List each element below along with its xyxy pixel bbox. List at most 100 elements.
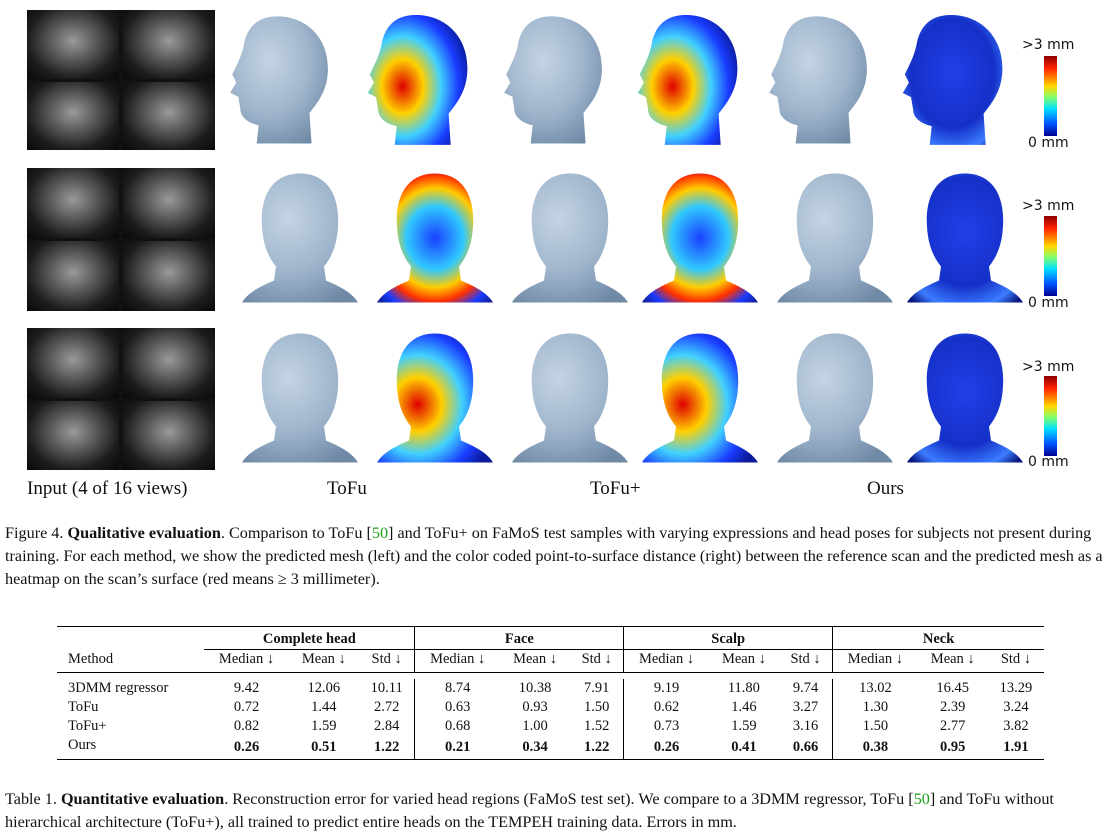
method-header: Method bbox=[68, 650, 114, 667]
value-cell: 11.80 bbox=[727, 680, 760, 696]
colorbar-max-label: >3 mm bbox=[1022, 359, 1075, 375]
value-cell: 1.50 bbox=[584, 699, 610, 715]
ours-mesh-row-3 bbox=[777, 333, 893, 463]
group-header: Complete head bbox=[204, 626, 415, 650]
input-view-image bbox=[123, 168, 215, 238]
tofu-mesh-row-3 bbox=[242, 333, 358, 463]
value-cell: 0.26 bbox=[623, 736, 709, 760]
table-row: ToFu+ 0.82 1.59 2.84 0.68 1.00 1.52 0.73… bbox=[57, 717, 1044, 736]
value-cell: 1.22 bbox=[373, 739, 400, 755]
tofu-plus-mesh-row-1 bbox=[504, 16, 602, 144]
colorbar-max-label: >3 mm bbox=[1022, 198, 1075, 214]
group-header: Face bbox=[414, 626, 624, 650]
value-cell: 3.82 bbox=[1003, 718, 1029, 734]
value-cell: 9.74 bbox=[792, 680, 819, 696]
value-cell: 0.63 bbox=[414, 698, 500, 717]
column-label-tofu: ToFu bbox=[327, 478, 367, 499]
method-cell: 3DMM regressor bbox=[68, 680, 169, 696]
value-cell: 7.91 bbox=[584, 680, 610, 696]
ours-mesh-row-2 bbox=[777, 173, 893, 303]
value-cell: 3.27 bbox=[792, 699, 819, 715]
figure-caption: Figure 4. Qualitative evaluation. Compar… bbox=[5, 522, 1109, 591]
value-cell: 1.91 bbox=[1003, 739, 1029, 755]
input-view-image bbox=[123, 328, 215, 398]
value-cell: 1.59 bbox=[731, 718, 757, 734]
input-view-image bbox=[27, 328, 119, 398]
column-header: Median ↓ bbox=[414, 649, 500, 673]
column-header: Std ↓ bbox=[581, 651, 612, 667]
table-row: 3DMM regressor 9.42 12.06 10.11 8.74 10.… bbox=[57, 679, 1044, 698]
column-header: Median ↓ bbox=[218, 651, 275, 667]
tofu-plus-heatmap-row-2 bbox=[642, 173, 758, 303]
input-view-image bbox=[123, 10, 215, 79]
value-cell: 8.74 bbox=[414, 679, 500, 698]
ours-heatmap-row-2 bbox=[907, 173, 1023, 303]
value-cell: 0.51 bbox=[311, 739, 337, 755]
value-cell: 1.46 bbox=[731, 699, 757, 715]
table-group-header-row: Complete head Face Scalp Neck bbox=[57, 626, 1044, 650]
column-header: Mean ↓ bbox=[930, 651, 975, 667]
value-cell: 0.34 bbox=[522, 739, 548, 755]
value-cell: 0.21 bbox=[414, 736, 500, 760]
value-cell: 13.02 bbox=[832, 679, 918, 698]
value-cell: 16.45 bbox=[936, 680, 970, 696]
input-view-image bbox=[123, 82, 215, 150]
ours-mesh-row-1 bbox=[769, 16, 867, 144]
results-table: Complete head Face Scalp Neck Method Med… bbox=[57, 626, 1044, 760]
value-cell: 1.59 bbox=[311, 718, 337, 734]
tofu-plus-heatmap-row-1 bbox=[637, 15, 738, 145]
value-cell: 0.72 bbox=[233, 699, 260, 715]
column-label-ours: Ours bbox=[867, 478, 904, 499]
tofu-heatmap-row-2 bbox=[377, 173, 493, 303]
value-cell: 10.38 bbox=[518, 680, 552, 696]
value-cell: 0.26 bbox=[233, 739, 260, 755]
value-cell: 1.52 bbox=[584, 718, 610, 734]
value-cell: 0.82 bbox=[233, 718, 260, 734]
method-cell: ToFu bbox=[68, 699, 99, 715]
figure-caption-text: . Comparison to ToFu [ bbox=[220, 524, 372, 542]
column-header: Median ↓ bbox=[832, 649, 918, 673]
value-cell: 2.77 bbox=[940, 718, 966, 734]
column-header: Std ↓ bbox=[1000, 651, 1032, 667]
colorbar-min-label: 0 mm bbox=[1028, 295, 1069, 311]
table-caption-text: . Reconstruction error for varied head r… bbox=[224, 790, 914, 808]
citation-link[interactable]: 50 bbox=[913, 790, 930, 808]
tofu-mesh-row-2 bbox=[242, 173, 358, 303]
tofu-mesh-row-1 bbox=[230, 16, 328, 144]
ours-heatmap-row-3 bbox=[907, 333, 1023, 463]
tofu-plus-mesh-row-3 bbox=[512, 333, 628, 463]
colorbar bbox=[1044, 56, 1057, 136]
value-cell: 0.38 bbox=[832, 736, 918, 760]
tofu-heatmap-row-3 bbox=[377, 333, 493, 463]
table-row bbox=[57, 672, 1044, 680]
input-view-image bbox=[123, 241, 215, 311]
value-cell: 9.42 bbox=[233, 680, 260, 696]
ours-heatmap-row-1 bbox=[902, 15, 1003, 145]
value-cell: 10.11 bbox=[370, 680, 403, 696]
citation-link[interactable]: 50 bbox=[371, 524, 389, 542]
figure-caption-title: Qualitative evaluation bbox=[67, 524, 221, 542]
value-cell: 0.68 bbox=[414, 717, 500, 736]
column-header: Std ↓ bbox=[790, 651, 821, 667]
value-cell: 0.62 bbox=[623, 698, 709, 717]
input-view-image bbox=[27, 241, 119, 311]
column-header: Mean ↓ bbox=[513, 651, 557, 667]
value-cell: 2.72 bbox=[373, 699, 400, 715]
figure-caption-text: ] and ToFu+ on FaMoS test samples with v… bbox=[5, 524, 1103, 588]
value-cell: 1.22 bbox=[584, 739, 610, 755]
colorbar bbox=[1044, 376, 1057, 456]
value-cell: 0.93 bbox=[522, 699, 548, 715]
column-header: Std ↓ bbox=[371, 651, 402, 667]
table-caption-prefix: Table 1. bbox=[5, 790, 57, 808]
input-views-row-3 bbox=[27, 328, 215, 470]
table-subheader-row: Method Median ↓ Mean ↓ Std ↓ Median ↓ Me… bbox=[57, 649, 1044, 673]
value-cell: 0.95 bbox=[940, 739, 966, 755]
table-caption-title: Quantitative evaluation bbox=[60, 790, 225, 808]
value-cell: 13.29 bbox=[999, 680, 1033, 696]
value-cell: 0.73 bbox=[623, 717, 709, 736]
table-row: ToFu 0.72 1.44 2.72 0.63 0.93 1.50 0.62 … bbox=[57, 698, 1044, 717]
input-views-row-1 bbox=[27, 10, 215, 150]
table-caption: Table 1. Quantitative evaluation. Recons… bbox=[5, 788, 1109, 834]
column-label-tofu-plus: ToFu+ bbox=[590, 478, 641, 499]
column-header: Median ↓ bbox=[623, 649, 709, 673]
